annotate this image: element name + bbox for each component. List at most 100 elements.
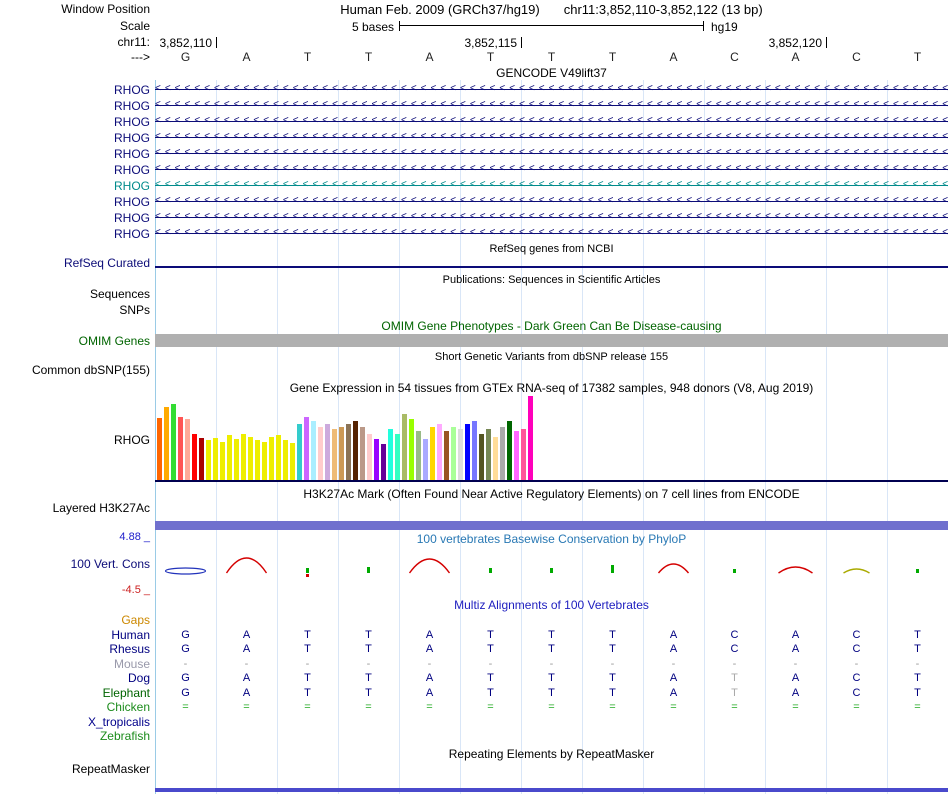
gtex-bar[interactable] xyxy=(164,407,169,480)
gtex-bar[interactable] xyxy=(472,421,477,480)
gencode-gene-row[interactable]: <<<<<<<<<<<<<<<<<<<<<<<<<<<<<<<<<<<<<<<<… xyxy=(155,145,948,161)
gencode-gene-label[interactable]: RHOG xyxy=(114,163,150,177)
dbsnp-label[interactable]: Common dbSNP(155) xyxy=(31,363,150,377)
gtex-bar[interactable] xyxy=(528,396,533,480)
gencode-gene-label[interactable]: RHOG xyxy=(114,211,150,225)
gencode-gene-row[interactable]: <<<<<<<<<<<<<<<<<<<<<<<<<<<<<<<<<<<<<<<<… xyxy=(155,225,948,241)
gtex-bar[interactable] xyxy=(241,434,246,480)
gencode-gene-label[interactable]: RHOG xyxy=(114,227,150,241)
bottom-track-bar[interactable] xyxy=(155,788,948,792)
species-label-rhesus[interactable]: Rhesus xyxy=(109,642,150,656)
track-title-omim[interactable]: OMIM Gene Phenotypes - Dark Green Can Be… xyxy=(381,319,722,333)
species-label-elephant[interactable]: Elephant xyxy=(102,686,150,700)
gtex-bar[interactable] xyxy=(283,440,288,480)
gencode-gene-row[interactable]: <<<<<<<<<<<<<<<<<<<<<<<<<<<<<<<<<<<<<<<<… xyxy=(155,209,948,225)
conservation-track[interactable] xyxy=(155,546,948,586)
gencode-gene-label[interactable]: RHOG xyxy=(114,195,150,209)
gtex-bar[interactable] xyxy=(318,427,323,480)
gtex-bar[interactable] xyxy=(276,435,281,480)
omim-genes-label[interactable]: OMIM Genes xyxy=(78,334,150,348)
refseq-curated-label[interactable]: RefSeq Curated xyxy=(63,256,150,270)
gtex-bar[interactable] xyxy=(297,424,302,480)
gencode-gene-row[interactable]: <<<<<<<<<<<<<<<<<<<<<<<<<<<<<<<<<<<<<<<<… xyxy=(155,113,948,129)
gtex-bar[interactable] xyxy=(395,434,400,480)
gtex-bar[interactable] xyxy=(248,437,253,480)
gtex-bar[interactable] xyxy=(458,429,463,480)
species-label-gaps[interactable]: Gaps xyxy=(121,613,150,627)
gtex-bar[interactable] xyxy=(402,414,407,480)
gtex-bar[interactable] xyxy=(367,434,372,480)
track-title-repeatmasker[interactable]: Repeating Elements by RepeatMasker xyxy=(448,747,655,761)
gtex-bar[interactable] xyxy=(430,427,435,480)
gtex-bar[interactable] xyxy=(360,427,365,480)
gencode-gene-row[interactable]: <<<<<<<<<<<<<<<<<<<<<<<<<<<<<<<<<<<<<<<<… xyxy=(155,161,948,177)
gtex-bar[interactable] xyxy=(479,434,484,480)
gencode-gene-row[interactable]: <<<<<<<<<<<<<<<<<<<<<<<<<<<<<<<<<<<<<<<<… xyxy=(155,97,948,113)
species-label-human[interactable]: Human xyxy=(111,628,150,642)
gtex-bar[interactable] xyxy=(255,440,260,480)
species-label-chicken[interactable]: Chicken xyxy=(106,700,150,714)
gencode-gene-label[interactable]: RHOG xyxy=(114,131,150,145)
track-title-refseq[interactable]: RefSeq genes from NCBI xyxy=(489,243,614,255)
gtex-bar[interactable] xyxy=(500,427,505,480)
gtex-bar[interactable] xyxy=(416,431,421,480)
gencode-gene-row[interactable]: <<<<<<<<<<<<<<<<<<<<<<<<<<<<<<<<<<<<<<<<… xyxy=(155,129,948,145)
gtex-bar[interactable] xyxy=(339,427,344,480)
gtex-bar[interactable] xyxy=(465,424,470,480)
gencode-gene-row[interactable]: <<<<<<<<<<<<<<<<<<<<<<<<<<<<<<<<<<<<<<<<… xyxy=(155,193,948,209)
gtex-bar[interactable] xyxy=(171,404,176,480)
gtex-bar[interactable] xyxy=(423,439,428,480)
gtex-bar[interactable] xyxy=(192,434,197,480)
species-label-dog[interactable]: Dog xyxy=(127,671,150,685)
gtex-bar[interactable] xyxy=(514,431,519,480)
refseq-curated-line[interactable] xyxy=(155,266,948,268)
gencode-gene-row[interactable]: <<<<<<<<<<<<<<<<<<<<<<<<<<<<<<<<<<<<<<<<… xyxy=(155,81,948,97)
gencode-gene-label[interactable]: RHOG xyxy=(114,147,150,161)
gtex-bar[interactable] xyxy=(388,429,393,480)
vert-cons-label[interactable]: 100 Vert. Cons xyxy=(70,557,150,571)
species-label-mouse[interactable]: Mouse xyxy=(113,657,150,671)
gtex-bar[interactable] xyxy=(381,444,386,480)
track-title-h3k27ac[interactable]: H3K27Ac Mark (Often Found Near Active Re… xyxy=(303,487,800,501)
track-title-publications[interactable]: Publications: Sequences in Scientific Ar… xyxy=(442,274,661,286)
publications-sequences-label[interactable]: Sequences xyxy=(89,287,150,301)
gtex-bar[interactable] xyxy=(507,421,512,480)
gencode-gene-label[interactable]: RHOG xyxy=(114,179,150,193)
gtex-bar[interactable] xyxy=(220,442,225,480)
gtex-bar[interactable] xyxy=(199,438,204,480)
multiz-title[interactable]: Multiz Alignments of 100 Vertebrates xyxy=(454,598,649,612)
species-label-x-tropicalis[interactable]: X_tropicalis xyxy=(87,715,150,729)
gencode-gene-row[interactable]: <<<<<<<<<<<<<<<<<<<<<<<<<<<<<<<<<<<<<<<<… xyxy=(155,177,948,193)
gtex-bar[interactable] xyxy=(262,442,267,480)
gencode-gene-label[interactable]: RHOG xyxy=(114,99,150,113)
species-label-zebrafish[interactable]: Zebrafish xyxy=(99,729,150,743)
gtex-bar[interactable] xyxy=(185,419,190,480)
gtex-bar[interactable] xyxy=(346,424,351,480)
track-title-dbsnp[interactable]: Short Genetic Variants from dbSNP releas… xyxy=(434,351,669,363)
gtex-bar[interactable] xyxy=(332,429,337,480)
gtex-bar[interactable] xyxy=(437,424,442,480)
track-title-gtex[interactable]: Gene Expression in 54 tissues from GTEx … xyxy=(289,381,814,395)
gtex-bar[interactable] xyxy=(206,440,211,480)
gtex-bar[interactable] xyxy=(451,427,456,480)
publications-snps-label[interactable]: SNPs xyxy=(119,303,150,317)
gencode-gene-label[interactable]: RHOG xyxy=(114,83,150,97)
gtex-bar[interactable] xyxy=(493,437,498,480)
h3k27ac-label[interactable]: Layered H3K27Ac xyxy=(52,501,150,515)
gtex-bar[interactable] xyxy=(353,421,358,480)
gtex-bar[interactable] xyxy=(409,419,414,480)
gtex-bar[interactable] xyxy=(234,439,239,480)
gencode-gene-label[interactable]: RHOG xyxy=(114,115,150,129)
gtex-bar[interactable] xyxy=(227,435,232,480)
gtex-bar[interactable] xyxy=(178,417,183,480)
omim-genes-bar[interactable] xyxy=(155,334,948,347)
track-title-gencode[interactable]: GENCODE V49lift37 xyxy=(496,66,607,80)
gtex-bar[interactable] xyxy=(213,438,218,480)
gtex-gene-label[interactable]: RHOG xyxy=(114,433,150,447)
gtex-bar[interactable] xyxy=(157,418,162,480)
gtex-bar[interactable] xyxy=(269,437,274,480)
h3k27ac-signal-bar[interactable] xyxy=(155,521,948,530)
gtex-bar[interactable] xyxy=(521,429,526,480)
gtex-bar[interactable] xyxy=(486,429,491,480)
repeatmasker-label[interactable]: RepeatMasker xyxy=(71,762,150,776)
